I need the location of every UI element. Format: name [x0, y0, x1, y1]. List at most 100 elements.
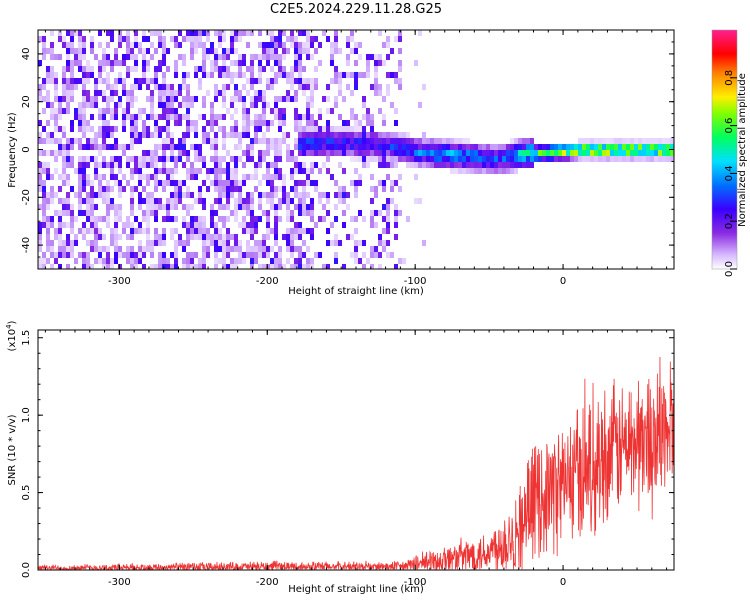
spectrogram-cell — [70, 84, 74, 90]
spectrogram-cell — [566, 150, 570, 156]
spectrogram-cell — [342, 138, 346, 144]
spectrogram-cell — [246, 240, 250, 246]
spectrogram-cell — [50, 102, 54, 108]
spectrogram-cell — [318, 126, 322, 132]
spectrogram-cell — [238, 132, 242, 138]
spectrogram-cell — [538, 150, 542, 156]
spectrogram-cell — [118, 216, 122, 222]
spectrogram-cell — [166, 108, 170, 114]
spectrogram-cell — [238, 192, 242, 198]
spectrogram-cell — [66, 210, 70, 216]
spectrogram-cell — [250, 102, 254, 108]
spectrogram-cell — [198, 114, 202, 120]
spectrogram-cell — [106, 54, 110, 60]
spectrogram-cell — [106, 102, 110, 108]
spectrogram-cell — [130, 186, 134, 192]
spectrogram-cell — [142, 186, 146, 192]
spectrogram-cell — [94, 132, 98, 138]
spectrogram-cell — [50, 150, 54, 156]
spectrogram-cell — [298, 84, 302, 90]
spectrogram-cell — [458, 150, 462, 156]
spectrogram-cell — [342, 222, 346, 228]
colorbar-gradient — [711, 29, 738, 270]
spectrogram-cell — [262, 210, 266, 216]
spectrogram-cell — [214, 186, 218, 192]
spectrogram-cell — [438, 144, 442, 150]
spectrogram-cell — [230, 78, 234, 84]
spectrogram-cell — [274, 72, 278, 78]
spectrogram-cell — [114, 234, 118, 240]
spectrogram-cell — [266, 54, 270, 60]
spectrogram-cell — [334, 36, 338, 42]
spectrogram-cell — [38, 138, 42, 144]
spectrogram-cell — [382, 246, 386, 252]
spectrogram-cell — [306, 168, 310, 174]
spectrogram-cell — [310, 150, 314, 156]
spectrogram-cell — [190, 216, 194, 222]
spectrogram-cell — [478, 156, 482, 162]
spectrogram-cell — [130, 204, 134, 210]
spectrogram-cell — [46, 246, 50, 252]
spectrogram-cell — [46, 240, 50, 246]
spectrogram-cell — [522, 156, 526, 162]
spectrogram-cell — [158, 204, 162, 210]
spectrogram-cell — [98, 90, 102, 96]
spectrogram-cell — [234, 162, 238, 168]
spectrogram-cell — [246, 144, 250, 150]
spectrogram-cell — [354, 114, 358, 120]
spectrogram-cell — [50, 186, 54, 192]
spectrogram-cell — [274, 240, 278, 246]
spectrogram-cell — [66, 174, 70, 180]
spectrogram-cell — [70, 246, 74, 252]
spectrogram-cell — [130, 228, 134, 234]
spectrogram-cell — [154, 84, 158, 90]
spectrogram-cell — [258, 240, 262, 246]
spectrogram-cell — [134, 36, 138, 42]
spectrogram-cell — [78, 42, 82, 48]
spectrogram-cell — [130, 102, 134, 108]
spectrogram-cell — [282, 96, 286, 102]
spectrogram-cell — [374, 54, 378, 60]
spectrogram-cell — [202, 156, 206, 162]
spectrogram-cell — [74, 138, 78, 144]
spectrogram-cell — [406, 150, 410, 156]
spectrogram-cell — [362, 156, 366, 162]
spectrogram-cell — [134, 120, 138, 126]
spectrogram-cell — [82, 228, 86, 234]
spectrogram-cell — [118, 162, 122, 168]
spectrogram-cell — [254, 216, 258, 222]
spectrogram-cell — [266, 168, 270, 174]
spectrogram-cell — [222, 126, 226, 132]
spectrogram-cell — [302, 204, 306, 210]
spectrogram-cell — [102, 144, 106, 150]
spectrogram-cell — [66, 84, 70, 90]
spectrogram-cell — [118, 144, 122, 150]
spectrogram-cell — [270, 258, 274, 264]
spectrogram-cell — [226, 108, 230, 114]
spectrogram-cell — [386, 162, 390, 168]
spectrogram-cell — [406, 132, 410, 138]
spectrogram-cell — [66, 60, 70, 66]
spectrogram-cell — [170, 144, 174, 150]
spectrogram-cell — [298, 150, 302, 156]
spectrogram-cell — [366, 108, 370, 114]
spectrogram-cell — [370, 246, 374, 252]
spectrogram-cell — [266, 126, 270, 132]
spectrogram-cell — [178, 186, 182, 192]
spectrogram-cell — [326, 84, 330, 90]
spectrogram-cell — [46, 72, 50, 78]
spectrogram-cell — [490, 150, 494, 156]
spectrogram-cell — [70, 162, 74, 168]
spectrogram-cell — [294, 186, 298, 192]
spectrogram-cell — [274, 264, 278, 269]
spectrogram-cell — [642, 156, 646, 162]
spectrogram-cell — [606, 138, 610, 144]
spectrogram-cell — [590, 156, 594, 162]
spectrogram-cell — [146, 126, 150, 132]
spectrogram-cell — [86, 264, 90, 269]
spectrogram-cell — [390, 132, 394, 138]
spectrogram-cell — [270, 198, 274, 204]
spectrogram-cell — [326, 168, 330, 174]
spectrogram-cell — [62, 174, 66, 180]
spectrogram-cell — [354, 258, 358, 264]
